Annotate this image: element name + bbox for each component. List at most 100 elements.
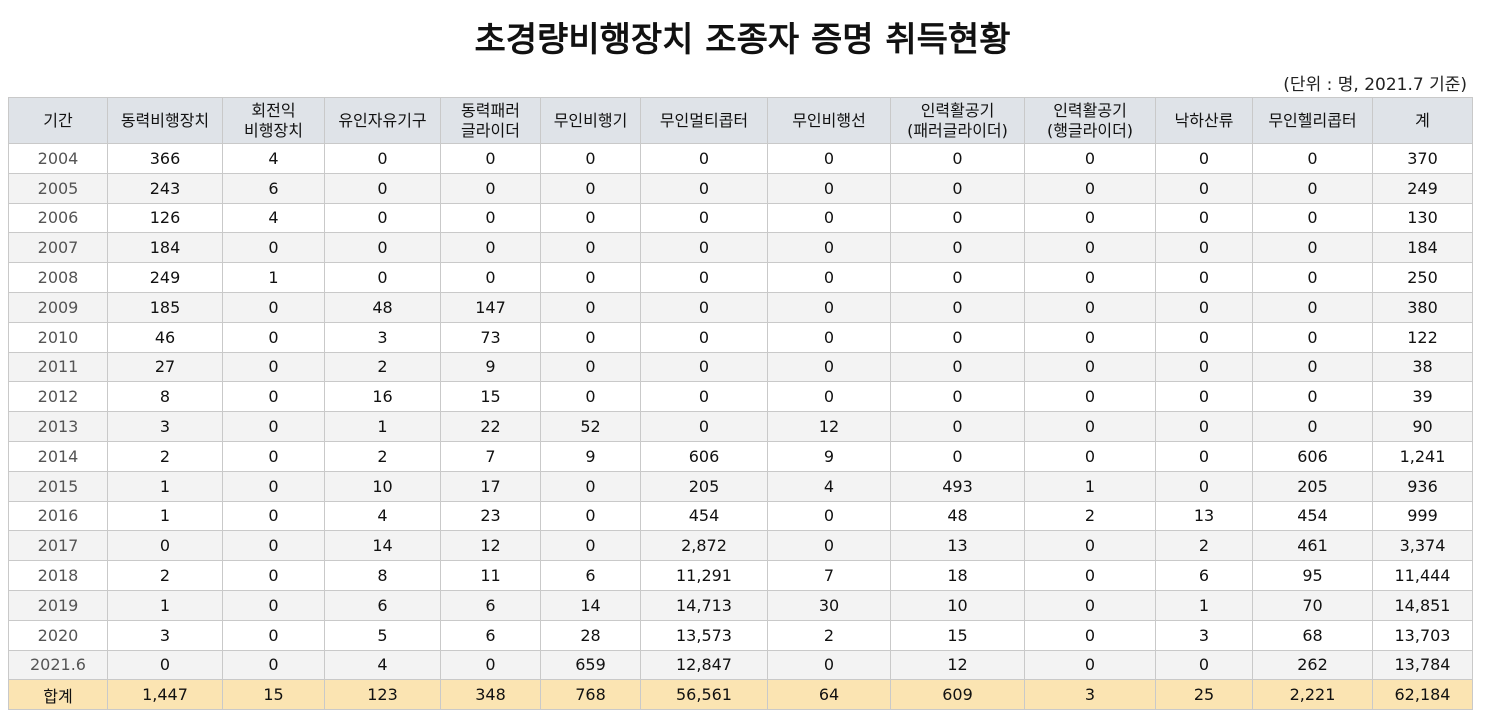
cell: 13,784 — [1372, 649, 1473, 681]
cell: 249 — [107, 262, 223, 293]
cell: 12 — [890, 649, 1025, 681]
cell: 609 — [890, 679, 1025, 711]
header-line: 무인비행기 — [553, 110, 628, 130]
cell: 0 — [540, 470, 641, 502]
cell: 11,444 — [1372, 560, 1473, 591]
cell: 370 — [1372, 143, 1473, 174]
cell: 0 — [1155, 172, 1253, 204]
cell: 0 — [440, 232, 541, 264]
cell: 56,561 — [640, 679, 768, 711]
cell: 48 — [890, 500, 1025, 532]
cell: 1 — [1155, 589, 1253, 621]
cell: 936 — [1372, 470, 1473, 502]
cell: 0 — [540, 500, 641, 532]
cell: 0 — [1252, 351, 1373, 383]
cell: 0 — [640, 351, 768, 383]
cell: 2 — [1024, 500, 1156, 532]
cell: 6 — [1155, 560, 1253, 591]
cell: 0 — [890, 262, 1025, 293]
cell: 2,221 — [1252, 679, 1373, 711]
cell: 0 — [890, 291, 1025, 323]
cell: 95 — [1252, 560, 1373, 591]
cell: 0 — [767, 500, 891, 532]
cell: 73 — [440, 321, 541, 353]
cell: 0 — [767, 202, 891, 234]
cell: 184 — [107, 232, 223, 264]
cell: 11 — [440, 560, 541, 591]
cell: 0 — [640, 172, 768, 204]
cell: 6 — [440, 589, 541, 621]
cell: 0 — [222, 589, 325, 621]
table-row: 2016 1 0 4 23 0 454 0 48 2 13 454 999 — [8, 500, 1473, 532]
cell: 0 — [1024, 321, 1156, 353]
cell: 0 — [1155, 470, 1253, 502]
cell: 0 — [767, 530, 891, 562]
cell: 0 — [767, 649, 891, 681]
table-row: 2008 249 1 0 0 0 0 0 0 0 0 0 250 — [8, 262, 1473, 293]
cell: 0 — [1024, 381, 1156, 413]
cell: 0 — [767, 321, 891, 353]
table-row: 2017 0 0 14 12 0 2,872 0 13 0 2 461 3,374 — [8, 530, 1473, 562]
cell: 5 — [324, 619, 441, 651]
cell: 0 — [222, 232, 325, 264]
table-row: 2005 243 6 0 0 0 0 0 0 0 0 0 249 — [8, 172, 1473, 204]
cell: 0 — [540, 530, 641, 562]
cell: 0 — [890, 202, 1025, 234]
cell: 0 — [1155, 321, 1253, 353]
cell: 0 — [1024, 172, 1156, 204]
cell: 2 — [324, 440, 441, 472]
cell: 454 — [1252, 500, 1373, 532]
header-line: 무인헬리콥터 — [1268, 110, 1357, 130]
cell: 39 — [1372, 381, 1473, 413]
cell: 0 — [890, 351, 1025, 383]
cell: 0 — [222, 291, 325, 323]
cell: 52 — [540, 411, 641, 442]
row-label: 2014 — [8, 440, 108, 472]
cell: 0 — [767, 351, 891, 383]
row-label: 2021.6 — [8, 649, 108, 681]
cell: 0 — [767, 262, 891, 293]
cell: 0 — [222, 649, 325, 681]
cell: 6 — [540, 560, 641, 591]
cell: 768 — [540, 679, 641, 711]
cell: 0 — [540, 232, 641, 264]
cell: 0 — [1024, 143, 1156, 174]
cell: 0 — [324, 232, 441, 264]
table-row: 2007 184 0 0 0 0 0 0 0 0 0 0 184 — [8, 232, 1473, 264]
cell: 2 — [324, 351, 441, 383]
cell: 0 — [1155, 232, 1253, 264]
cell: 15 — [222, 679, 325, 711]
cell: 205 — [640, 470, 768, 502]
cell: 0 — [1155, 351, 1253, 383]
header-line: 동력패러 — [461, 100, 520, 120]
cell: 0 — [324, 143, 441, 174]
cell: 0 — [890, 411, 1025, 442]
cell: 0 — [767, 381, 891, 413]
cell: 606 — [640, 440, 768, 472]
table-row: 2014 2 0 2 7 9 606 9 0 0 0 606 1,241 — [8, 440, 1473, 472]
cell: 48 — [324, 291, 441, 323]
cell: 1 — [107, 500, 223, 532]
column-header: 무인멀티콥터 — [640, 97, 768, 144]
cell: 0 — [890, 143, 1025, 174]
cell: 0 — [1155, 262, 1253, 293]
cell: 7 — [767, 560, 891, 591]
cell: 380 — [1372, 291, 1473, 323]
table-row: 합계 1,447 15 123 348 768 56,561 64 609 3 25 2,221 62,… — [8, 679, 1473, 711]
cell: 3,374 — [1372, 530, 1473, 562]
cell: 0 — [222, 381, 325, 413]
header-line: 기간 — [43, 110, 73, 130]
cell: 0 — [107, 530, 223, 562]
column-header: 계 — [1372, 97, 1473, 144]
table-row: 2021.6 0 0 4 0 659 12,847 0 12 0 0 262 13,784 — [8, 649, 1473, 681]
cell: 123 — [324, 679, 441, 711]
cell: 0 — [1155, 143, 1253, 174]
cell: 0 — [1252, 143, 1373, 174]
row-label: 2008 — [8, 262, 108, 293]
cell: 0 — [440, 143, 541, 174]
cell: 0 — [222, 440, 325, 472]
cell: 6 — [324, 589, 441, 621]
row-label: 2012 — [8, 381, 108, 413]
cell: 0 — [890, 172, 1025, 204]
